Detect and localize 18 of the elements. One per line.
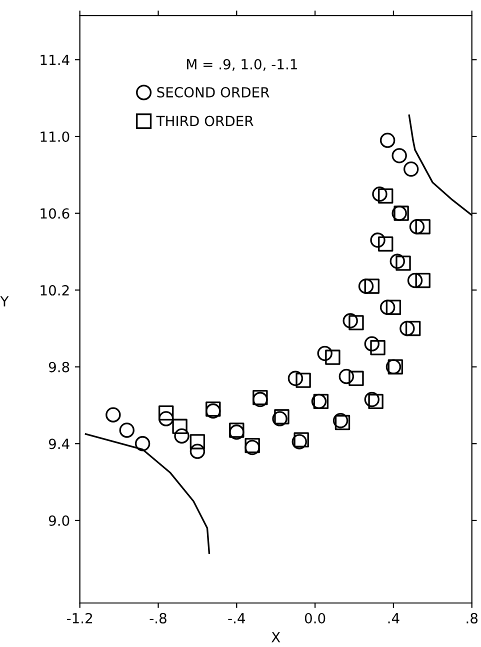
- x-tick-label: 0.0: [304, 612, 326, 624]
- y-axis-title: Y: [0, 296, 9, 306]
- x-tick-label: .4: [388, 613, 400, 624]
- x-tick-label: -.8: [150, 612, 166, 624]
- y-tick-label: 11.0: [40, 131, 70, 142]
- y-tick-label: 10.2: [40, 285, 69, 296]
- x-tick-label: -1.2: [66, 612, 92, 624]
- legend-label: SECOND ORDER: [157, 87, 270, 98]
- y-tick-label: 11.4: [40, 54, 70, 65]
- annotation: M = .9, 1.0, -1.1: [187, 58, 297, 71]
- x-tick-label: .8: [466, 612, 478, 624]
- y-tick-label: 9.0: [48, 515, 70, 526]
- legend-label: THIRD ORDER: [156, 116, 254, 126]
- y-tick-label: 9.8: [48, 362, 70, 372]
- y-tick-label: 10.6: [40, 208, 70, 219]
- x-tick-label: -.4: [228, 613, 246, 624]
- y-tick-label: 9.4: [48, 438, 70, 450]
- x-axis-title: X: [272, 632, 280, 642]
